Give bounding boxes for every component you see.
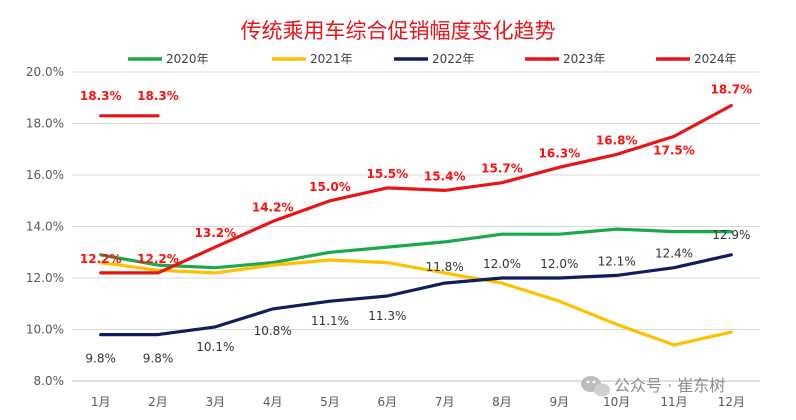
chart-title: 传统乘用车综合促销幅度变化趋势 (241, 19, 556, 43)
y-tick-label: 18.0% (26, 117, 64, 131)
series-line (99, 253, 733, 337)
data-label: 18.3% (80, 89, 122, 103)
legend-entry: 2023年 (563, 52, 606, 66)
data-label: 9.8% (143, 352, 174, 366)
series-line (99, 227, 733, 270)
data-label: 11.3% (368, 309, 406, 323)
data-label: 12.0% (540, 257, 578, 271)
data-labels: 9.8% 9.8% 10.1% 10.8% 11.1% 11.3% 11.8% 12.0% 12… (80, 82, 752, 365)
data-label: 18.3% (137, 89, 179, 103)
y-tick-label: 16.0% (26, 168, 64, 182)
x-tick-label: 1月 (91, 395, 111, 409)
data-label: 12.0% (483, 257, 521, 271)
y-tick-label: 14.0% (26, 220, 64, 234)
x-tick-label: 5月 (320, 395, 340, 409)
x-tick-label: 6月 (378, 395, 398, 409)
x-tick-label: 9月 (550, 395, 570, 409)
data-label: 18.7% (711, 82, 753, 96)
y-tick-label: 12.0% (26, 271, 64, 285)
x-tick-label: 7月 (435, 395, 455, 409)
data-label: 16.8% (596, 133, 638, 147)
data-label: 12.1% (598, 254, 636, 268)
series-lines (99, 103, 733, 347)
legend-entry: 2020年 (166, 52, 209, 66)
x-tick-label: 10月 (603, 395, 630, 409)
x-tick-label: 2月 (148, 395, 168, 409)
data-label: 12.2% (80, 252, 122, 266)
y-tick-label: 10.0% (26, 323, 64, 337)
data-label: 15.0% (309, 180, 351, 194)
data-label: 15.4% (424, 169, 466, 183)
data-label: 15.7% (481, 162, 523, 176)
data-label: 12.2% (137, 252, 179, 266)
legend: 2020年 2021年 2022年 2023年 2024年 (128, 52, 737, 66)
wechat-icon (581, 376, 610, 397)
x-tick-label: 12月 (718, 395, 745, 409)
x-tick-label: 8月 (492, 395, 512, 409)
y-tick-label: 8.0% (34, 374, 65, 388)
gridlines (72, 71, 760, 382)
x-tick-label: 4月 (263, 395, 283, 409)
data-label: 13.2% (195, 226, 237, 240)
data-label: 10.8% (254, 324, 292, 338)
data-label: 16.3% (539, 146, 581, 160)
data-label: 15.5% (367, 167, 409, 181)
data-label: 11.8% (426, 260, 464, 274)
watermark-text: 公众号 · 崔东树 (614, 376, 725, 395)
data-label: 14.2% (252, 200, 294, 214)
data-label: 9.8% (85, 352, 116, 366)
watermark: 公众号 · 崔东树 (581, 376, 725, 397)
data-label: 11.1% (311, 314, 349, 328)
data-label: 10.1% (196, 340, 234, 354)
y-tick-label: 20.0% (26, 65, 64, 79)
legend-entry: 2021年 (310, 52, 353, 66)
data-label: 12.9% (712, 228, 750, 242)
x-axis: 1月 2月 3月 4月 5月 6月 7月 8月 9月 10月 11月 12月 (91, 395, 745, 409)
series-line (99, 103, 733, 275)
legend-entry: 2024年 (694, 52, 737, 66)
x-tick-label: 11月 (660, 395, 687, 409)
x-tick-label: 3月 (206, 395, 226, 409)
legend-entry: 2022年 (432, 52, 475, 66)
series-line (99, 258, 733, 347)
data-label: 12.4% (655, 247, 693, 261)
y-axis: 8.0% 10.0% 12.0% 14.0% 16.0% 18.0% 20.0% (26, 65, 64, 388)
data-label: 17.5% (653, 143, 695, 157)
